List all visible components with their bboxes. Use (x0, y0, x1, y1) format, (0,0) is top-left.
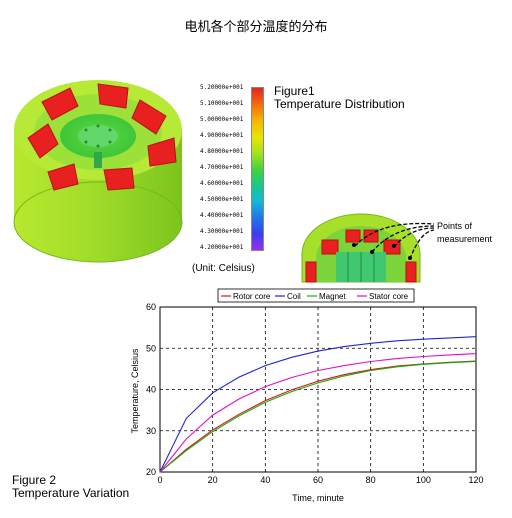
colorbar-tick: 4.90000e+001 (200, 132, 244, 139)
legend-label: Stator core (369, 292, 409, 301)
colorbar-tick: 5.20000e+001 (200, 84, 244, 91)
x-tick-label: 120 (468, 475, 483, 485)
colorbar-tick: 4.60000e+001 (200, 180, 244, 187)
y-tick-label: 20 (146, 467, 156, 477)
measurement-point (352, 243, 356, 247)
points-label-line2: measurement (437, 234, 493, 244)
y-axis-label: Temperature, Celsius (130, 348, 140, 434)
colorbar-tick: 4.50000e+001 (200, 196, 244, 203)
points-label-line1: Points of (437, 221, 473, 231)
series-line-magnet (159, 360, 477, 473)
colorbar-tick: 4.20000e+001 (200, 244, 244, 251)
figure2-title: Figure 2 (12, 473, 57, 487)
motor-3d-thermal-image (13, 80, 183, 263)
figure1-caption: Figure1 Temperature Distribution (274, 85, 405, 111)
colorbar-tick: 4.40000e+001 (200, 212, 244, 219)
colorbar-tick: 5.00000e+001 (200, 116, 244, 123)
colorbar-tick: 5.10000e+001 (200, 100, 244, 107)
legend-label: Rotor core (233, 292, 271, 301)
x-tick-label: 100 (416, 475, 431, 485)
legend-label: Magnet (319, 292, 346, 301)
colorbar-tick: 4.30000e+001 (200, 228, 244, 235)
legend-label: Coil (287, 292, 301, 301)
x-tick-label: 0 (157, 475, 162, 485)
x-tick-label: 20 (208, 475, 218, 485)
plot-frame (159, 306, 477, 473)
colorbar-tick: 4.80000e+001 (200, 148, 244, 155)
y-tick-label: 40 (146, 385, 156, 395)
measurement-leader-lines (354, 222, 435, 260)
x-tick-label: 40 (260, 475, 270, 485)
colorbar-tick: 4.70000e+001 (200, 164, 244, 171)
grid (160, 307, 476, 472)
series-lines (159, 336, 477, 473)
page-title: 电机各个部分温度的分布 (184, 20, 328, 35)
figure1-title: Figure1 (274, 84, 315, 98)
y-tick-label: 50 (146, 343, 156, 353)
x-tick-label: 80 (366, 475, 376, 485)
colorbar-gradient (251, 87, 264, 251)
legend: Rotor core Coil Magnet Stator core (217, 288, 415, 303)
unit-label: (Unit: Celsius) (192, 263, 255, 274)
series-line-stator-core (159, 353, 477, 473)
y-tick-label: 30 (146, 426, 156, 436)
y-tick-label: 60 (146, 302, 156, 312)
figure2-subtitle: Temperature Variation (12, 486, 130, 500)
figure2-caption: Figure 2 Temperature Variation (12, 474, 129, 500)
x-axis-label: Time, minute (292, 493, 344, 503)
series-line-coil (159, 336, 477, 473)
figure1-subtitle: Temperature Distribution (274, 97, 405, 111)
x-tick-label: 60 (313, 475, 323, 485)
motor-cross-section-image (301, 213, 421, 283)
points-of-measurement-label: Points of measurement (437, 220, 492, 246)
